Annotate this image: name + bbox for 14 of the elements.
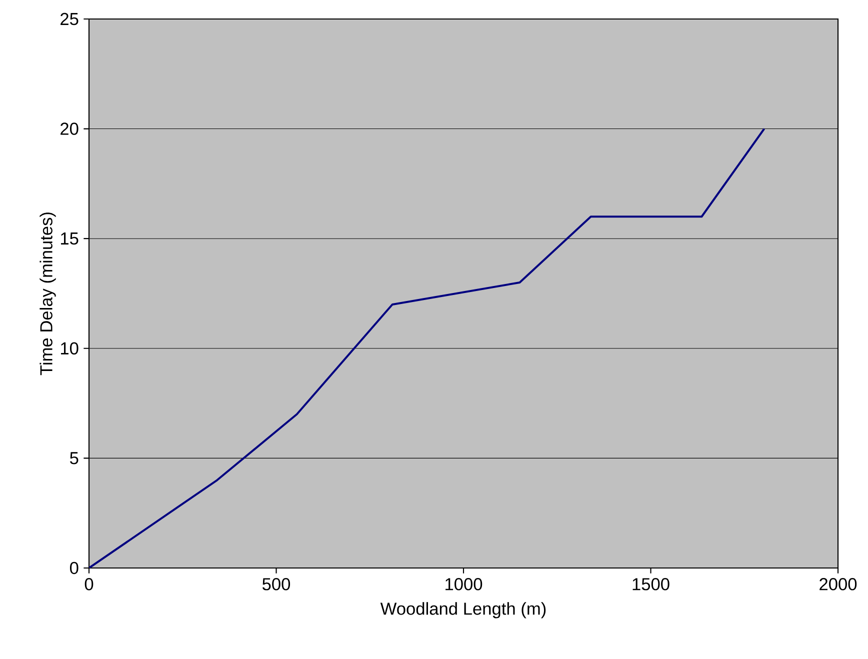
y-tick-label: 15 [60, 232, 78, 245]
x-tick-label: 2000 [820, 578, 857, 590]
y-tick-label: 20 [60, 122, 78, 135]
x-tick-label: 0 [84, 578, 94, 590]
line-series [89, 128, 766, 568]
x-tick-label: 1000 [446, 578, 482, 590]
x-tick-label: 500 [262, 578, 290, 590]
y-tick-label: 10 [60, 342, 78, 355]
x-axis-title: Woodland Length (m) [380, 602, 546, 618]
x-tick-label: 1500 [632, 578, 670, 590]
y-tick-label: 5 [70, 452, 78, 464]
y-tick-label: 25 [60, 12, 78, 26]
y-axis-title: Time Delay (minutes) [40, 212, 56, 376]
y-tick-label: 0 [70, 562, 78, 574]
